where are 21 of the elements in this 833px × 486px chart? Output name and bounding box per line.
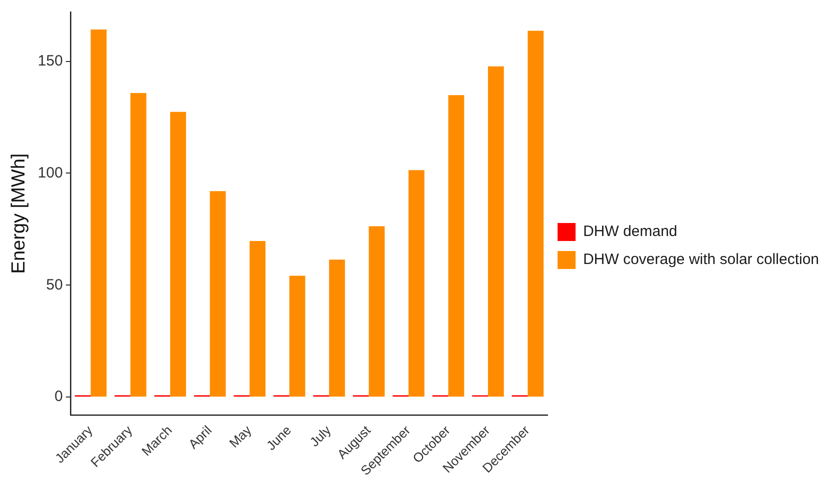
y-tick-label: 150 bbox=[38, 52, 63, 70]
bar bbox=[170, 112, 186, 397]
x-tick-label: July bbox=[306, 422, 334, 450]
bar bbox=[488, 66, 504, 397]
bar bbox=[448, 95, 464, 397]
bar bbox=[289, 276, 306, 397]
legend-label: DHW coverage with solar collection bbox=[583, 251, 819, 268]
bar bbox=[90, 29, 107, 397]
bar bbox=[368, 226, 385, 397]
y-tick-label: 50 bbox=[46, 276, 63, 294]
y-axis-title: Energy [MWh] bbox=[8, 153, 30, 274]
bar bbox=[329, 260, 345, 397]
legend-label: DHW demand bbox=[583, 223, 678, 240]
y-tick-label: 100 bbox=[38, 164, 63, 182]
x-tick-label: May bbox=[226, 422, 255, 451]
bar bbox=[210, 191, 226, 397]
bar bbox=[250, 241, 266, 397]
bar bbox=[130, 93, 146, 397]
bar bbox=[408, 170, 424, 397]
bar bbox=[528, 30, 544, 397]
y-tick-label: 0 bbox=[54, 388, 63, 406]
